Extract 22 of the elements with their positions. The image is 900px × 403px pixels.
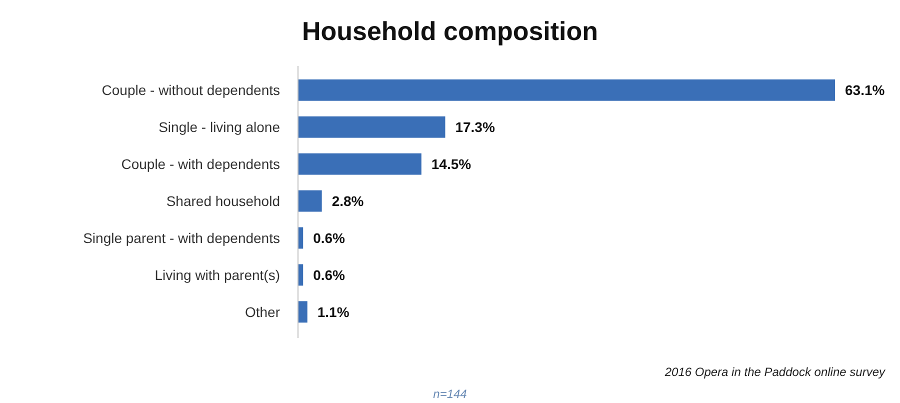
y-tick-label: Couple - without dependents <box>102 82 280 98</box>
text: n=144 <box>433 387 468 401</box>
y-tick-label: Single - living alone <box>158 118 280 135</box>
bar <box>298 79 835 101</box>
data-label: 14.5% <box>431 156 472 172</box>
bar <box>298 301 308 323</box>
data-label: 1.1% <box>317 304 350 320</box>
y-tick-label: Living with parent(s) <box>154 266 280 283</box>
y-tick-label: Couple - with dependents <box>121 156 280 172</box>
y-tick-label: Single parent - with dependents <box>83 230 280 246</box>
data-label: 0.6% <box>313 230 346 246</box>
y-tick-label: Shared household <box>166 192 280 209</box>
bar <box>298 190 322 212</box>
data-label: 63.1% <box>845 82 886 98</box>
data-label: 2.8% <box>332 192 364 209</box>
chart-title: Household composition <box>302 16 598 46</box>
bar <box>298 116 446 138</box>
text: 2016 Opera in the Paddock online survey <box>664 365 886 379</box>
data-label: 17.3% <box>455 118 496 135</box>
y-tick-label: Other <box>244 304 280 320</box>
data-label: 0.6% <box>313 266 346 283</box>
bar <box>298 153 422 175</box>
